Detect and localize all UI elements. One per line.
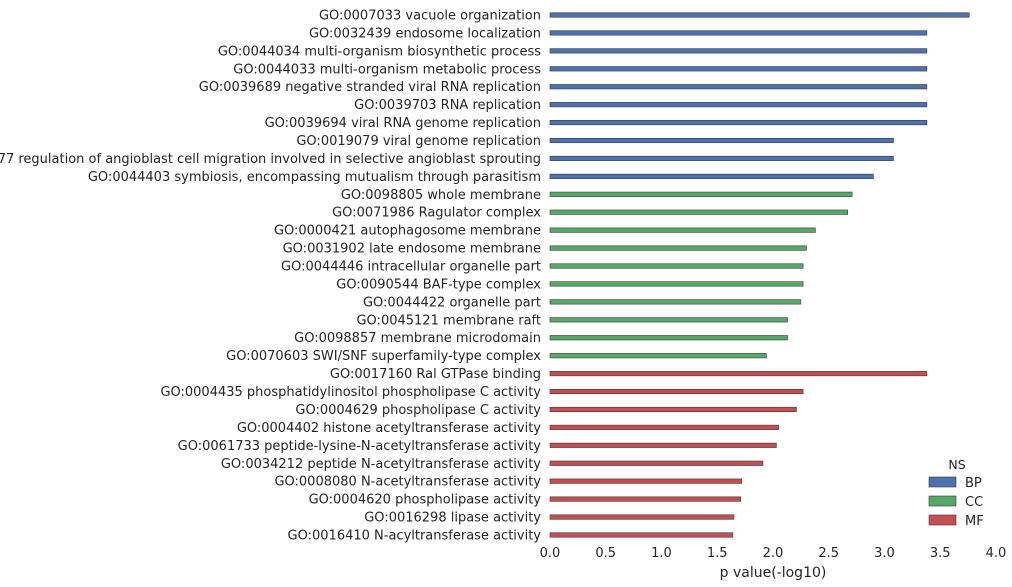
legend-items: BP CC MF xyxy=(928,476,984,529)
category-label: GO:0007033 vacuole organization xyxy=(319,9,541,24)
legend-swatch-cc xyxy=(928,495,957,507)
bar-cc xyxy=(549,299,802,305)
category-label: GO:0032439 endosome localization xyxy=(309,26,541,41)
x-tick-label: 3.0 xyxy=(874,546,895,561)
bar-bp xyxy=(549,155,894,161)
x-tick-label: 3.5 xyxy=(930,546,951,561)
legend-swatch-bp xyxy=(928,476,957,488)
bar-mf xyxy=(549,514,735,520)
bar-cc xyxy=(549,191,853,197)
category-label: GO:0044422 organelle part xyxy=(363,295,541,310)
category-label: GO:0004620 phospholipase activity xyxy=(309,493,542,508)
bar-mf xyxy=(549,442,777,448)
category-label: GO:0044446 intracellular organelle part xyxy=(281,260,541,275)
bar-mf xyxy=(549,388,804,395)
category-label: GO:0019079 viral genome replication xyxy=(296,134,541,149)
category-label: GO:0044033 multi-organism metabolic proc… xyxy=(233,62,541,77)
category-label: GO:0071986 Ragulator complex xyxy=(332,206,541,221)
bar-bp xyxy=(549,173,874,179)
legend: NS BP CC MF xyxy=(928,457,984,529)
bar-bp xyxy=(549,48,928,54)
x-tick-label: 1.0 xyxy=(651,546,672,561)
category-label: GO:0090544 BAF-type complex xyxy=(336,277,541,292)
category-label: GO:0016410 N-acyltransferase activity xyxy=(288,528,542,543)
category-label: GO:0039689 negative stranded viral RNA r… xyxy=(199,80,541,95)
bar-mf xyxy=(549,532,734,538)
bar-cc xyxy=(549,335,788,341)
bar-bp xyxy=(549,120,928,126)
category-label: GO:0000421 autophagosome membrane xyxy=(274,224,541,239)
category-label: GO:0004435 phosphatidylinositol phosphol… xyxy=(160,385,541,400)
category-label: GO:0008080 N-acetyltransferase activity xyxy=(274,475,541,490)
category-label: GO:0098805 whole membrane xyxy=(341,188,541,203)
bar-cc xyxy=(549,353,767,359)
bar-bp xyxy=(549,84,928,90)
bar-cc xyxy=(549,263,804,269)
bar-cc xyxy=(549,317,788,323)
legend-swatch-mf xyxy=(928,514,957,526)
x-tick-label: 0.0 xyxy=(540,546,561,561)
bars xyxy=(549,12,970,538)
category-label: GO:0061733 peptide-lysine-N-acetyltransf… xyxy=(178,439,542,454)
category-label: GO:0045121 membrane raft xyxy=(356,313,541,328)
category-label: GO:0044403 symbiosis, encompassing mutua… xyxy=(88,170,541,185)
category-label: GO:0070603 SWI/SNF superfamily-type comp… xyxy=(226,349,541,364)
x-tick-label: 2.0 xyxy=(763,546,784,561)
x-tick-label: 2.5 xyxy=(818,546,839,561)
bar-bp xyxy=(549,66,928,72)
category-label: GO:0034212 peptide N-acetyltransferase a… xyxy=(221,457,541,472)
bar-bp xyxy=(549,12,970,18)
bar-mf xyxy=(549,406,797,413)
bar-cc xyxy=(549,245,807,251)
category-label: GO:0044034 multi-organism biosynthetic p… xyxy=(218,44,541,59)
x-axis-ticks: 0.0 0.5 1.0 1.5 2.0 2.5 3.0 3.5 4.0 xyxy=(540,546,1007,561)
x-tick-label: 0.5 xyxy=(595,546,616,561)
bar-cc xyxy=(549,227,816,233)
bar-bp xyxy=(549,30,928,36)
category-label: GO:0098857 membrane microdomain xyxy=(294,331,541,346)
category-label: GO:0017160 Ral GTPase binding xyxy=(330,367,541,382)
bar-bp xyxy=(549,137,894,144)
category-label: GO:0039694 viral RNA genome replication xyxy=(265,116,541,131)
legend-label-mf: MF xyxy=(965,514,984,529)
category-label: GO:0035477 regulation of angioblast cell… xyxy=(0,152,541,167)
bar-bp xyxy=(549,102,928,108)
bar-cc xyxy=(549,281,804,287)
legend-label-bp: BP xyxy=(965,476,982,491)
category-label: GO:0031902 late endosome membrane xyxy=(283,242,541,257)
x-axis-title: p value(-log10) xyxy=(720,565,827,581)
x-tick-label: 1.5 xyxy=(707,546,728,561)
legend-label-cc: CC xyxy=(965,495,983,510)
category-label: GO:0039703 RNA replication xyxy=(354,98,541,113)
category-label: GO:0004402 histone acetyltransferase act… xyxy=(237,421,541,436)
bar-mf xyxy=(549,496,741,502)
bar-mf xyxy=(549,478,743,484)
bar-mf xyxy=(549,424,779,430)
bar-mf xyxy=(549,371,928,377)
category-label: GO:0016298 lipase activity xyxy=(364,511,541,526)
bar-cc xyxy=(549,209,849,215)
legend-title: NS xyxy=(948,457,965,472)
category-labels: GO:0007033 vacuole organization GO:003243… xyxy=(0,9,541,544)
x-tick-label: 4.0 xyxy=(986,546,1007,561)
category-label: GO:0004629 phospholipase C activity xyxy=(295,403,541,418)
bar-mf xyxy=(549,460,764,466)
